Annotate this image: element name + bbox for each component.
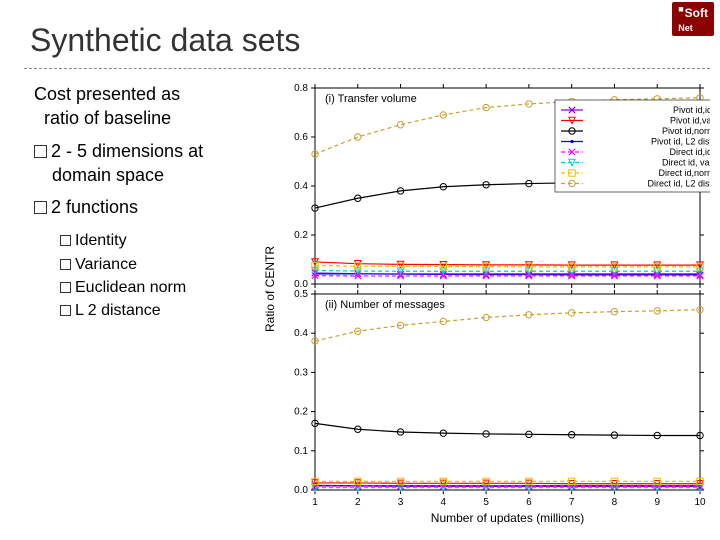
svg-text:Pivot id, L2 dist. (5 dim): Pivot id, L2 dist. (5 dim) xyxy=(651,137,710,147)
svg-text:0.2: 0.2 xyxy=(294,230,308,241)
svg-text:7: 7 xyxy=(569,497,575,508)
svg-text:0.4: 0.4 xyxy=(294,181,308,192)
page-title: Synthetic data sets xyxy=(30,22,300,59)
svg-text:Ratio of CENTR: Ratio of CENTR xyxy=(263,246,277,332)
chart-svg: 0.00.20.40.60.8(i) Transfer volume0.00.1… xyxy=(260,80,710,530)
svg-text:Pivot id,var (2 dim): Pivot id,var (2 dim) xyxy=(670,116,710,126)
svg-text:6: 6 xyxy=(526,497,532,508)
svg-text:(ii) Number of messages: (ii) Number of messages xyxy=(325,299,445,311)
sub-variance: Variance xyxy=(60,253,264,276)
svg-text:3: 3 xyxy=(398,497,404,508)
checkbox-icon xyxy=(34,201,47,214)
svg-text:1: 1 xyxy=(312,497,318,508)
checkbox-icon xyxy=(60,305,71,316)
svg-text:2: 2 xyxy=(355,497,361,508)
title-divider xyxy=(24,68,710,69)
bullet-dims: 2 - 5 dimensions at domain space xyxy=(34,139,264,188)
svg-text:Number of updates (millions): Number of updates (millions) xyxy=(431,511,584,525)
svg-text:8: 8 xyxy=(612,497,618,508)
svg-text:Direct id,norm (3 dim): Direct id,norm (3 dim) xyxy=(658,168,710,178)
svg-text:9: 9 xyxy=(654,497,660,508)
svg-text:Direct id, var. (2 dim): Direct id, var. (2 dim) xyxy=(662,158,710,168)
svg-text:0.4: 0.4 xyxy=(294,328,308,339)
sub-l2: L 2 distance xyxy=(60,299,264,322)
bullet-funcs: 2 functions xyxy=(34,195,264,219)
svg-text:Pivot id,norm (3 dim): Pivot id,norm (3 dim) xyxy=(662,126,710,136)
svg-text:0.6: 0.6 xyxy=(294,132,308,143)
sublist: Identity Variance Euclidean norm L 2 dis… xyxy=(60,229,264,322)
svg-text:Direct id, L2 dist. (5 dim): Direct id, L2 dist. (5 dim) xyxy=(647,179,710,189)
svg-text:Pivot id,id. (2 dim): Pivot id,id. (2 dim) xyxy=(673,105,710,115)
svg-text:10: 10 xyxy=(694,497,706,508)
legend: Pivot id,id. (2 dim)Pivot id,var (2 dim)… xyxy=(555,100,710,192)
svg-text:0.8: 0.8 xyxy=(294,83,308,94)
svg-text:0.3: 0.3 xyxy=(294,367,308,378)
checkbox-icon xyxy=(60,235,71,246)
svg-text:0.5: 0.5 xyxy=(294,289,308,300)
svg-text:Direct id,id. (2 dim): Direct id,id. (2 dim) xyxy=(669,147,710,157)
logo-softnet: ■Soft Net xyxy=(672,2,714,36)
checkbox-icon xyxy=(60,282,71,293)
checkbox-icon xyxy=(34,145,47,158)
chart-container: 0.00.20.40.60.8(i) Transfer volume0.00.1… xyxy=(260,80,710,530)
svg-text:(i) Transfer volume: (i) Transfer volume xyxy=(325,93,417,105)
body-text: Cost presented as ratio of baseline 2 - … xyxy=(34,82,264,322)
svg-text:0.1: 0.1 xyxy=(294,446,308,457)
svg-text:4: 4 xyxy=(441,497,447,508)
svg-text:0.0: 0.0 xyxy=(294,485,308,496)
svg-text:0.2: 0.2 xyxy=(294,407,308,418)
sub-euclid: Euclidean norm xyxy=(60,276,264,299)
svg-text:5: 5 xyxy=(483,497,489,508)
sub-identity: Identity xyxy=(60,229,264,252)
series-group xyxy=(312,306,703,490)
intro-text: Cost presented as ratio of baseline xyxy=(34,82,264,131)
slide: ■Soft Net Synthetic data sets Cost prese… xyxy=(0,0,720,540)
checkbox-icon xyxy=(60,259,71,270)
